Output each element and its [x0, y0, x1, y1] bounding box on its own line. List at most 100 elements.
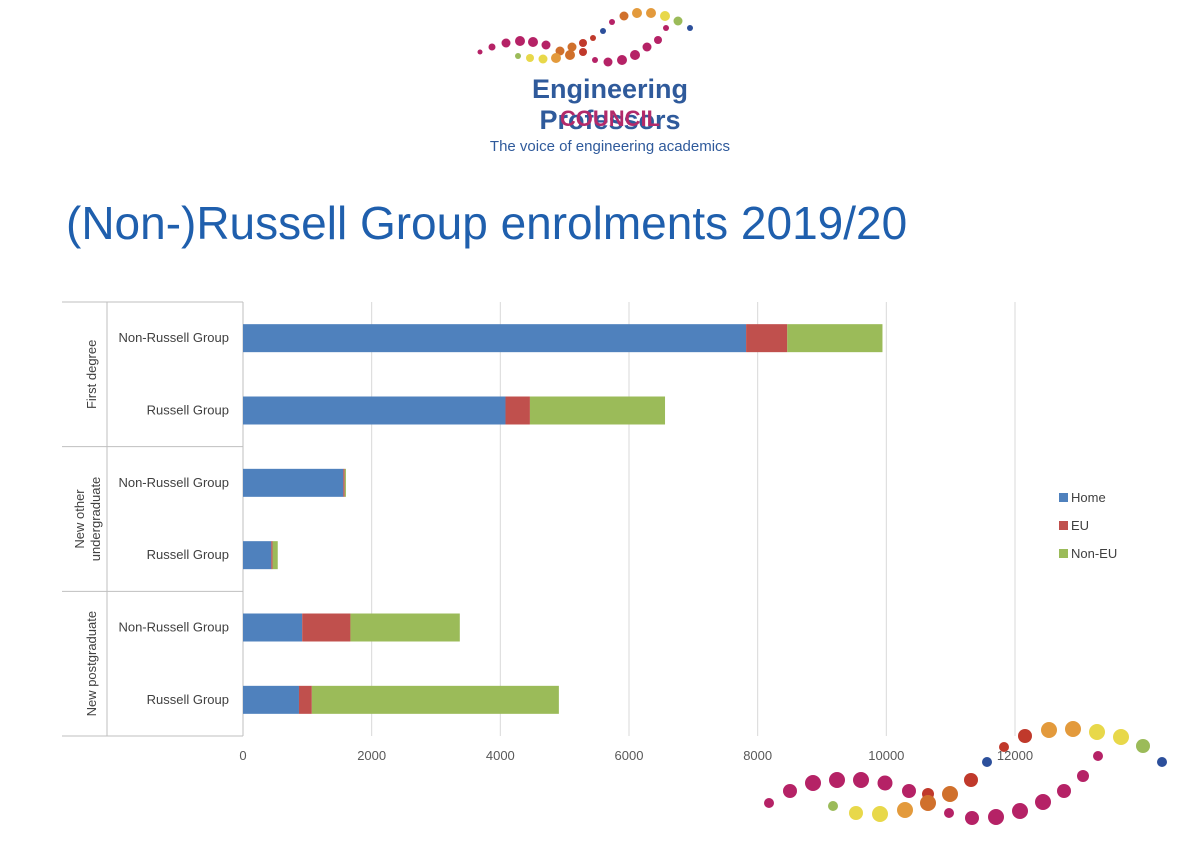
- bar-home: [243, 396, 506, 425]
- logo-dot: [654, 36, 662, 44]
- bar-eu: [746, 324, 788, 353]
- logo-dot: [619, 11, 629, 21]
- logo-dot: [592, 57, 598, 63]
- decorative-dots: [764, 721, 1167, 825]
- bar-home: [243, 613, 303, 642]
- x-tick-label: 6000: [615, 748, 644, 763]
- decorative-dot: [988, 809, 1004, 825]
- logo-dot: [565, 50, 575, 60]
- decorative-dot: [1065, 721, 1081, 737]
- category-label: Non-Russell Group: [118, 330, 229, 345]
- decorative-dot: [1018, 729, 1032, 743]
- category-label: Russell Group: [147, 692, 229, 707]
- decorative-dot: [965, 811, 979, 825]
- logo-dot: [477, 49, 483, 55]
- group-label: First degree: [84, 340, 99, 409]
- logo-title: Engineering Professors: [531, 74, 688, 135]
- logo-dot: [541, 40, 551, 50]
- decorative-dot: [764, 798, 774, 808]
- decorative-dot: [964, 773, 978, 787]
- logo-dot: [590, 35, 596, 41]
- group-label: New postgraduate: [84, 611, 99, 717]
- decorative-dot: [828, 801, 838, 811]
- bar-eu: [298, 685, 312, 714]
- logo-dot: [603, 57, 613, 67]
- logo-dot: [579, 48, 587, 56]
- logo-dot: [630, 50, 640, 60]
- bar-home: [243, 468, 344, 497]
- decorative-dot: [849, 806, 863, 820]
- decorative-dot: [1089, 724, 1105, 740]
- decorative-dot: [942, 786, 958, 802]
- decorative-dot: [1157, 757, 1167, 767]
- x-tick-label: 8000: [743, 748, 772, 763]
- logo-dot: [600, 28, 606, 34]
- bar-eu: [271, 541, 273, 570]
- decorative-dot: [872, 806, 888, 822]
- bar-non-eu: [350, 613, 460, 642]
- legend-label: Home: [1071, 490, 1106, 505]
- bar-eu: [505, 396, 530, 425]
- logo-dot: [673, 16, 683, 26]
- legend-swatch: [1059, 493, 1068, 502]
- decorative-dot: [999, 742, 1009, 752]
- decorative-dot: [1041, 722, 1057, 738]
- category-label: Non-Russell Group: [118, 620, 229, 635]
- bar-non-eu: [311, 685, 559, 714]
- logo-dot: [642, 42, 652, 52]
- logo-dot: [687, 25, 693, 31]
- decorative-dot: [853, 772, 869, 788]
- bar-home: [243, 541, 272, 570]
- decorative-dot: [1136, 739, 1150, 753]
- logo-dot: [501, 38, 511, 48]
- decorative-dot: [902, 784, 916, 798]
- logo-dot: [617, 55, 627, 65]
- x-tick-label: 10000: [868, 748, 904, 763]
- bar-non-eu: [272, 541, 278, 570]
- bar-eu: [302, 613, 351, 642]
- logo-dot: [663, 25, 669, 31]
- legend-swatch: [1059, 521, 1068, 530]
- bar-home: [243, 324, 747, 353]
- logo-subtitle: COUNCIL: [559, 106, 661, 131]
- decorative-dot: [920, 795, 936, 811]
- category-label: Russell Group: [147, 547, 229, 562]
- logo-dot: [660, 11, 670, 21]
- logo-dot: [515, 36, 525, 46]
- decorative-dot: [1057, 784, 1071, 798]
- logo-dot: [579, 39, 587, 47]
- bar-non-eu: [529, 396, 666, 425]
- decorative-dot: [783, 784, 797, 798]
- decorative-dot: [1077, 770, 1089, 782]
- category-label: Russell Group: [147, 403, 229, 418]
- logo-dot: [488, 43, 496, 51]
- bar-home: [243, 685, 299, 714]
- bar-non-eu: [787, 324, 883, 353]
- bar-non-eu: [344, 468, 346, 497]
- logo-dot: [551, 53, 561, 63]
- page-title: (Non-)Russell Group enrolments 2019/20: [66, 197, 908, 249]
- logo-dots-graphic: [477, 8, 693, 67]
- logo-dot: [609, 19, 615, 25]
- logo-dot: [632, 8, 642, 18]
- decorative-dot: [805, 775, 821, 791]
- logo-dot: [567, 42, 577, 52]
- decorative-dot: [1035, 794, 1051, 810]
- decorative-dot: [1093, 751, 1103, 761]
- group-label: New otherundergraduate: [72, 477, 103, 562]
- decorative-dot: [829, 772, 845, 788]
- epc-logo: Engineering Professors COUNCIL The voice…: [470, 0, 750, 165]
- legend-label: EU: [1071, 518, 1089, 533]
- x-tick-label: 0: [239, 748, 246, 763]
- category-label: Non-Russell Group: [118, 475, 229, 490]
- decorative-dot: [1113, 729, 1129, 745]
- logo-dot: [515, 53, 521, 59]
- decorative-dot: [877, 775, 893, 791]
- x-tick-label: 2000: [357, 748, 386, 763]
- x-tick-label: 12000: [997, 748, 1033, 763]
- decorative-dot: [944, 808, 954, 818]
- legend-swatch: [1059, 549, 1068, 558]
- logo-dot: [526, 54, 534, 62]
- logo-dot: [528, 37, 538, 47]
- decorative-dot: [897, 802, 913, 818]
